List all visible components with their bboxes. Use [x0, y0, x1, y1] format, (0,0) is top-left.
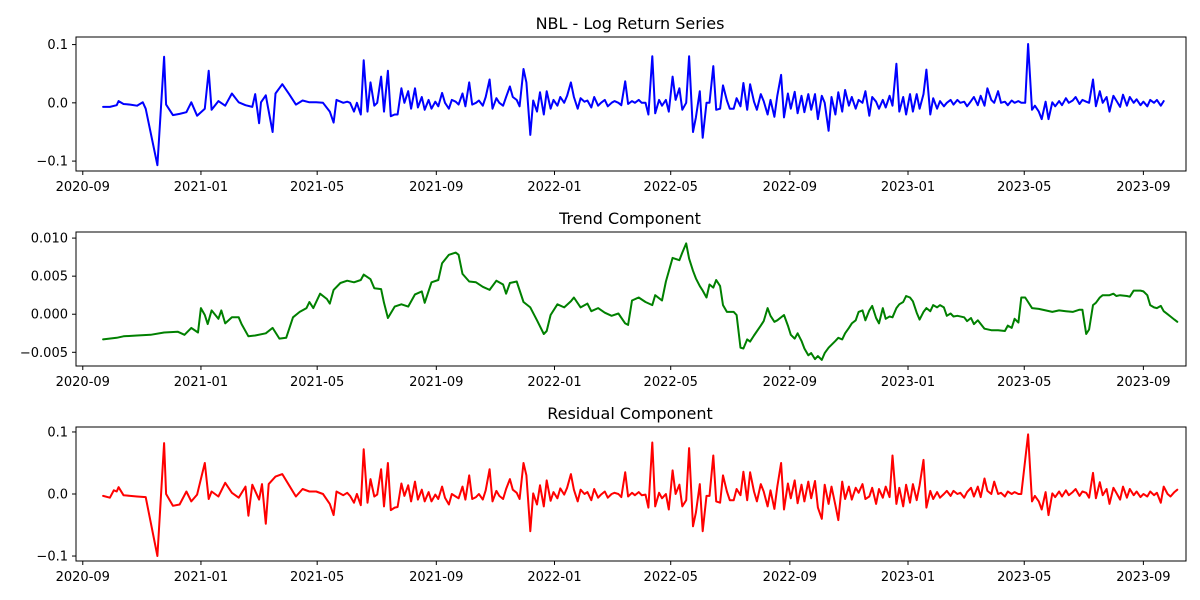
x-tick-label: 2023-01 — [881, 570, 935, 585]
tick-layer: 0.010 0.005 0.000 −0.005 2020-09 2021-01 2021-… — [20, 232, 1171, 390]
x-tick-label: 2022-09 — [763, 375, 817, 390]
x-tick-label: 2021-01 — [174, 375, 228, 390]
x-tick-label: 2021-09 — [409, 375, 463, 390]
tick-layer: 0.1 0.0 −0.1 2020-09 2021-01 2021-05 2021-09 20… — [36, 38, 1170, 195]
x-tick-label: 2023-09 — [1116, 375, 1170, 390]
x-tick-label: 2023-05 — [997, 180, 1051, 195]
x-tick-label: 2023-05 — [997, 375, 1051, 390]
x-tick-label: 2023-01 — [881, 180, 935, 195]
y-tick-label: −0.1 — [36, 155, 68, 170]
log-return-panel: NBL - Log Return Series 0.1 0.0 −0.1 2020-0… — [36, 14, 1187, 195]
tick-layer: 0.1 0.0 −0.1 2020-09 2021-01 2021-05 2021-09 20… — [36, 425, 1170, 585]
residual-panel: Residual Component 0.1 0.0 −0.1 2020-09 2021… — [36, 404, 1187, 585]
series-line — [102, 43, 1165, 167]
x-tick-label: 2020-09 — [56, 180, 110, 195]
x-tick-label: 2020-09 — [56, 570, 110, 585]
x-tick-label: 2022-05 — [644, 570, 698, 585]
chart-title: NBL - Log Return Series — [536, 14, 725, 33]
y-tick-label: 0.1 — [47, 425, 68, 440]
y-tick-label: 0.005 — [31, 270, 68, 285]
x-tick-label: 2023-09 — [1116, 180, 1170, 195]
x-tick-label: 2021-05 — [290, 180, 344, 195]
y-tick-label: 0.010 — [31, 232, 68, 247]
chart-title: Residual Component — [547, 404, 713, 423]
x-tick-label: 2022-05 — [644, 180, 698, 195]
series-line — [102, 433, 1179, 557]
y-tick-label: −0.005 — [20, 346, 68, 361]
x-tick-label: 2022-05 — [644, 375, 698, 390]
x-tick-label: 2023-01 — [881, 375, 935, 390]
series-line — [102, 242, 1179, 361]
chart-title: Trend Component — [558, 209, 701, 228]
y-tick-label: −0.1 — [36, 550, 68, 565]
x-tick-label: 2021-09 — [409, 180, 463, 195]
plot-frame — [75, 36, 1187, 172]
x-tick-label: 2022-01 — [527, 375, 581, 390]
y-tick-label: 0.0 — [47, 96, 68, 111]
x-tick-label: 2021-01 — [174, 570, 228, 585]
plot-frame — [75, 231, 1187, 367]
x-tick-label: 2022-09 — [763, 180, 817, 195]
x-tick-label: 2022-01 — [527, 570, 581, 585]
x-tick-label: 2020-09 — [56, 375, 110, 390]
x-tick-label: 2021-05 — [290, 570, 344, 585]
x-tick-label: 2021-05 — [290, 375, 344, 390]
x-tick-label: 2021-09 — [409, 570, 463, 585]
y-tick-label: 0.0 — [47, 488, 68, 503]
y-tick-label: 0.1 — [47, 38, 68, 53]
x-tick-label: 2022-01 — [527, 180, 581, 195]
y-tick-label: 0.000 — [31, 308, 68, 323]
x-tick-label: 2023-09 — [1116, 570, 1170, 585]
x-tick-label: 2022-09 — [763, 570, 817, 585]
plot-frame — [75, 426, 1187, 562]
trend-panel: Trend Component 0.010 0.005 0.000 −0.005 202… — [20, 209, 1187, 390]
x-tick-label: 2021-01 — [174, 180, 228, 195]
x-tick-label: 2023-05 — [997, 570, 1051, 585]
